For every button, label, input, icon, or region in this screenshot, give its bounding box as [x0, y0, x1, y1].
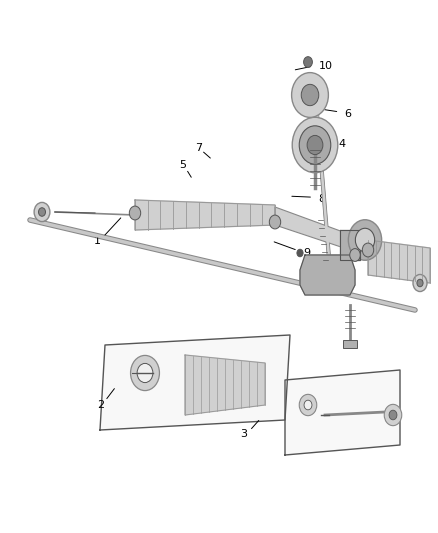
Circle shape: [307, 135, 323, 155]
Circle shape: [297, 249, 303, 257]
Circle shape: [137, 364, 153, 383]
Polygon shape: [135, 200, 275, 230]
Polygon shape: [275, 207, 365, 255]
Circle shape: [292, 117, 338, 173]
Circle shape: [304, 400, 312, 410]
Text: 2: 2: [97, 400, 104, 409]
Circle shape: [355, 228, 374, 252]
Circle shape: [417, 279, 423, 287]
Polygon shape: [300, 255, 355, 295]
Text: 10: 10: [318, 61, 332, 71]
Polygon shape: [340, 230, 360, 260]
Circle shape: [413, 274, 427, 292]
Polygon shape: [343, 340, 357, 348]
Text: 9: 9: [303, 248, 310, 258]
Circle shape: [350, 248, 360, 261]
Circle shape: [129, 206, 141, 220]
Circle shape: [389, 410, 397, 420]
Circle shape: [384, 405, 402, 426]
Polygon shape: [100, 335, 290, 430]
Circle shape: [269, 215, 281, 229]
Circle shape: [299, 126, 331, 164]
Circle shape: [301, 84, 319, 106]
Polygon shape: [285, 370, 400, 455]
Circle shape: [292, 72, 328, 117]
Text: 8: 8: [318, 194, 325, 204]
Text: 1: 1: [94, 236, 101, 246]
Circle shape: [304, 56, 312, 67]
Text: 4: 4: [339, 140, 346, 149]
Text: 6: 6: [344, 109, 351, 118]
Text: 7: 7: [195, 143, 202, 152]
Polygon shape: [368, 240, 430, 283]
Text: 3: 3: [240, 429, 247, 439]
Circle shape: [131, 356, 159, 391]
Circle shape: [34, 203, 50, 222]
Circle shape: [39, 208, 46, 216]
Polygon shape: [185, 355, 265, 415]
Text: 5: 5: [179, 160, 186, 170]
Circle shape: [299, 394, 317, 416]
Circle shape: [362, 243, 374, 257]
Circle shape: [348, 220, 381, 260]
